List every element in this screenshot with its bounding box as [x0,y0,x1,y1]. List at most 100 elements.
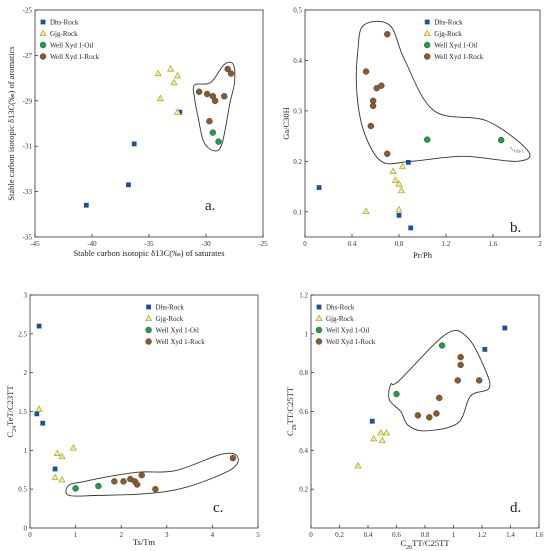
data-point-gjg-rock [395,180,403,187]
data-point-dhs-rock [131,141,137,147]
y-tick-label: -29 [23,97,33,105]
chart-panel-a: -45 -40 -35 -30 -25 -35 -33 -31 -29 -27 -25 Stable … [6,7,268,259]
y-axis-title: C24TeT/C23TT [5,385,18,438]
x-tick-label: -45 [30,240,40,248]
data-point-gjg-rock [173,71,182,79]
y-axis-title: C28TT/C25TT [285,386,298,436]
y-tick-label: 3 [24,292,28,300]
x-tick-label: 2 [538,240,542,248]
data-point-well-xyd-1-rock [120,478,127,485]
x-tick-label: 1.6 [489,240,498,248]
y-tick-label: -27 [23,52,33,60]
data-point-well-xyd-1-oil [438,342,446,349]
data-point-gjg-rock [378,436,386,444]
data-point-well-xyd-1-rock [152,485,159,493]
legend-swatch-gjg-rock [39,29,47,37]
data-point-well-xyd-1-oil [393,390,400,398]
data-point-well-xyd-1-oil [209,129,217,136]
legend-swatch-well-xyd-1-rock [39,53,47,60]
data-point-well-xyd-1-rock [211,97,219,105]
cluster-envelope [65,452,239,497]
y-tick-label: -31 [23,143,33,151]
x-tick-label: 1 [74,531,78,539]
data-point-gjg-rock [391,176,400,184]
data-point-well-xyd-1-rock [433,410,440,417]
legend-label: Gjg-Rock [50,30,78,38]
plot-frame [304,9,541,238]
data-point-well-xyd-1-rock [206,118,213,125]
x-tick-label: 0.6 [392,531,401,539]
data-point-gjg-rock [51,473,59,481]
data-point-well-xyd-1-rock [133,481,141,488]
y-tick-label: 0.4 [299,447,308,455]
data-point-gjg-rock [170,78,178,86]
data-point-gjg-rock [35,405,43,412]
y-tick-label: 1 [24,447,28,455]
data-point-well-xyd-1-oil [95,482,102,490]
data-point-gjg-rock [377,428,385,436]
legend-label: Gjg-Rock [326,315,354,323]
data-point-well-xyd-1-rock [454,377,461,384]
data-point-well-xyd-1-rock [203,90,211,98]
legend-swatch-well-xyd-1-oil [145,326,152,334]
data-point-gjg-rock [395,205,403,213]
data-point-gjg-rock [53,449,61,456]
panel-label: d. [510,500,521,516]
data-point-gjg-rock [173,108,182,115]
data-point-well-xyd-1-rock [475,377,483,384]
data-point-well-xyd-1-rock [384,31,391,38]
x-tick-label: 1.6 [535,531,544,539]
x-tick-label: 0.8 [421,531,430,539]
y-axis-title: Stable carbon isotopic δ13C(‰) of aromat… [6,46,16,200]
legend-swatch-well-xyd-1-rock [145,338,152,345]
panel-label: b. [510,220,521,236]
x-tick-label: 1.4 [506,531,515,539]
legend-label: Dhs-Rock [326,304,355,312]
data-point-well-xyd-1-rock [138,471,145,479]
y-tick-label: 0.4 [293,57,302,65]
cluster-envelope [355,20,531,165]
data-point-well-xyd-1-oil [215,138,222,145]
legend-label: Well Xyd 1-Oil [326,327,369,335]
y-axis-title: Ga/C30H [281,107,291,140]
legend-label: Well Xyd 1-Oil [434,42,477,50]
data-point-dhs-rock [369,418,375,424]
y-tick-label: 0.5 [18,486,27,494]
legend-label: Well Xyd 1-Oil [156,327,199,335]
x-tick-label: 1.2 [442,240,451,248]
data-point-dhs-rock [482,346,488,352]
y-tick-label: 2 [24,369,28,377]
data-point-well-xyd-1-rock [229,454,237,462]
chart-panel-d: 0 0.2 0.4 0.6 0.8 1 1.2 1.4 1.6 0.2 0.4 0.6 0.8 1 1.2 C… [285,292,544,551]
legend-swatch-dhs-rock [424,19,430,25]
y-tick-label: 0.8 [299,369,308,377]
data-point-well-xyd-1-rock [367,122,374,130]
y-tick-label: -35 [23,234,33,242]
x-tick-label: 1.2 [478,531,487,539]
data-point-gjg-rock [397,186,405,194]
data-point-dhs-rock [83,202,89,208]
x-tick-label: 0.8 [395,240,404,248]
legend-swatch-gjg-rock [144,314,153,322]
data-point-well-xyd-1-rock [378,82,385,89]
x-tick-label: -25 [258,240,268,248]
data-point-gjg-rock [362,207,370,214]
x-tick-label: 0 [309,531,313,539]
x-axis-title: C26TT/C25TT [401,538,451,551]
legend-swatch-dhs-rock [40,19,46,25]
data-point-gjg-rock [370,434,378,442]
legend-swatch-gjg-rock [423,29,431,37]
data-point-well-xyd-1-rock [221,93,228,100]
legend-label: Gjg-Rock [156,315,184,323]
plot-frame [29,294,259,529]
data-point-well-xyd-1-rock [227,70,235,77]
x-tick-label: 0.2 [335,531,344,539]
data-point-gjg-rock [389,167,397,174]
y-tick-label: -25 [23,7,33,15]
legend-label: Gjg-Rock [434,30,462,38]
data-point-well-xyd-1-rock [195,88,203,95]
data-point-gjg-rock [156,94,164,102]
x-tick-label: -40 [87,240,97,248]
legend-label: Well Xyd 1-Rock [326,338,376,346]
legend-swatch-dhs-rock [316,304,322,310]
